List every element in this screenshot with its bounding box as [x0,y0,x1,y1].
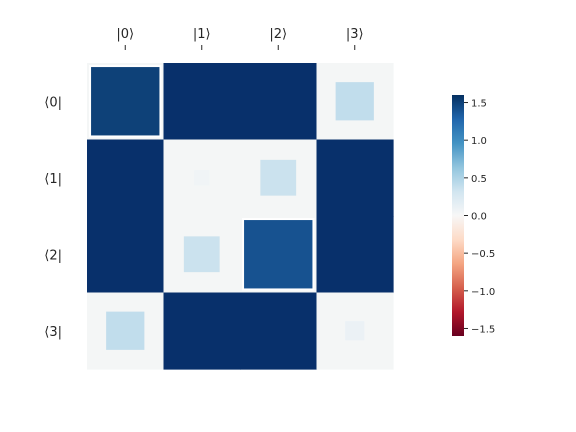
y-tick-label: ⟨2| [44,248,62,263]
x-tick-label: |3⟩ [346,27,364,42]
y-tick-labels: ⟨0| ⟨1| ⟨2| ⟨3| [44,95,62,340]
cell-square [260,159,297,196]
colorbar-tick-label: −1.5 [471,324,495,335]
cell-square [89,65,162,138]
cell-dark [316,139,394,217]
x-tick-label: |1⟩ [193,27,211,42]
y-tick-label: ⟨1| [44,172,62,187]
colorbar-tick-label: 1.5 [471,99,487,110]
cell-dark [240,292,318,370]
cell-square [106,311,145,350]
cell-square [335,82,374,121]
y-tick-label: ⟨3| [44,325,62,340]
cell-dark [163,63,241,141]
colorbar-ticks: 1.5 1.0 0.5 0.0 −0.5 −1.0 −1.5 [464,99,495,335]
cell-dark [316,216,394,294]
x-tick-label: |2⟩ [269,27,287,42]
cell-square [183,236,220,273]
cell-square [194,170,210,186]
colorbar-tick-label: 0.5 [471,174,487,185]
cell-dark [163,292,241,370]
cell-dark [240,63,318,141]
x-tick-label: |0⟩ [116,27,134,42]
cell-square [345,321,365,341]
colorbar-gradient [452,95,464,336]
y-tick-label: ⟨0| [44,95,62,110]
cell-dark [87,216,165,294]
cell-square [242,218,315,291]
colorbar-tick-label: 1.0 [471,136,487,147]
colorbar: 1.5 1.0 0.5 0.0 −0.5 −1.0 −1.5 [452,95,495,336]
colorbar-tick-label: −1.0 [471,287,495,298]
heatmap-cells [87,63,394,370]
x-tick-labels: |0⟩ |1⟩ |2⟩ |3⟩ [116,27,364,50]
colorbar-tick-label: −0.5 [471,249,495,260]
cell-dark [87,139,165,217]
colorbar-tick-label: 0.0 [471,212,487,223]
